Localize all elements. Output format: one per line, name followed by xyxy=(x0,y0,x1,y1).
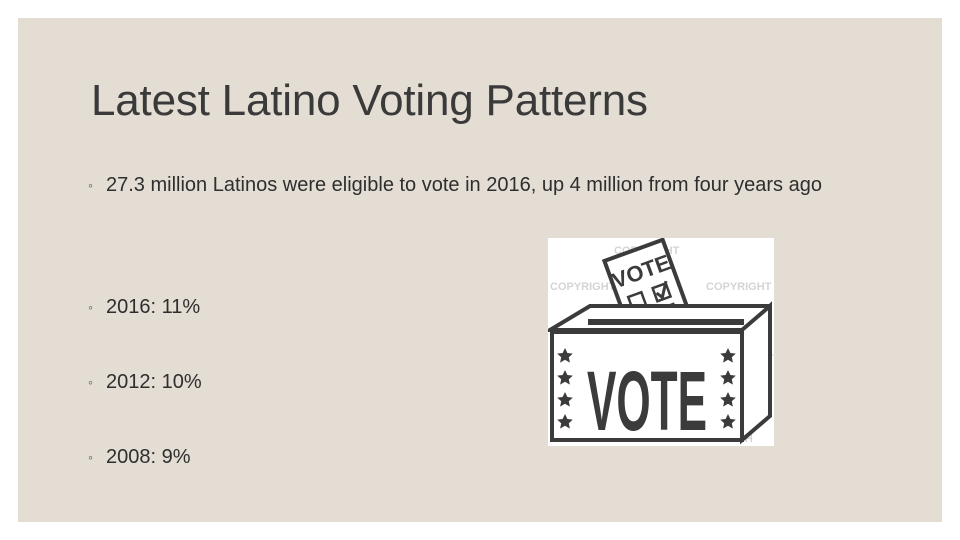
bullet-text: 27.3 million Latinos were eligible to vo… xyxy=(106,174,822,196)
box-text: VOTE xyxy=(587,354,707,446)
check-mark-icon xyxy=(655,280,668,300)
bullet-text: 2008: 9% xyxy=(106,446,191,468)
bullet-item: ◦ 2012: 10% xyxy=(88,368,868,396)
ballot-box-icon: COPYRIGHT COPYRIGHT COPYRIGHT COPYRIGHT … xyxy=(548,238,774,446)
bullet-marker: ◦ xyxy=(88,299,93,315)
box-lid xyxy=(548,304,772,332)
watermark-text: COPYRIGHT xyxy=(550,281,616,293)
star-icons-left xyxy=(557,348,573,429)
box-front xyxy=(550,330,744,442)
ballot-box-picture: COPYRIGHT COPYRIGHT COPYRIGHT COPYRIGHT … xyxy=(548,238,774,446)
watermark-text: COPYRIGHT xyxy=(706,281,772,293)
slide-title: Latest Latino Voting Patterns xyxy=(91,76,648,125)
star-icons-right xyxy=(720,348,736,429)
bullet-item: ◦ 2016: 11% xyxy=(88,293,868,321)
bullet-marker: ◦ xyxy=(88,374,93,390)
box-side xyxy=(740,301,772,445)
bullet-text: 2012: 10% xyxy=(106,371,202,393)
slide: Latest Latino Voting Patterns ◦ 27.3 mil… xyxy=(18,18,942,522)
bullet-item: ◦ 2008: 9% xyxy=(88,443,868,471)
bullet-marker: ◦ xyxy=(88,177,93,193)
bullet-item: ◦ 27.3 million Latinos were eligible to … xyxy=(88,171,868,199)
bullet-text: 2016: 11% xyxy=(106,296,201,318)
bullet-marker: ◦ xyxy=(88,449,93,465)
